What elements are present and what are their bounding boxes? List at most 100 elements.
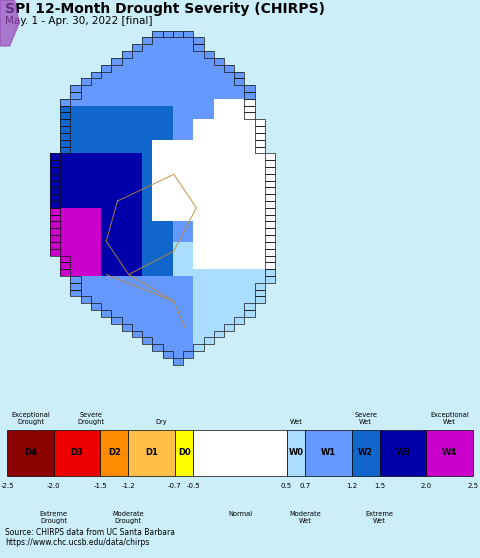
Bar [7, 430, 54, 476]
Bar [91, 160, 101, 167]
Bar [101, 140, 111, 147]
Bar [214, 249, 224, 256]
Bar [183, 351, 193, 358]
Bar [121, 174, 132, 181]
Bar [193, 65, 204, 71]
Bar [193, 283, 204, 290]
Bar [265, 242, 275, 249]
Bar [81, 215, 91, 222]
Bar [60, 112, 71, 119]
Bar [142, 181, 152, 187]
Bar [101, 65, 111, 71]
Bar [163, 31, 173, 37]
Bar [71, 92, 81, 99]
Bar [142, 194, 152, 201]
Bar [111, 71, 121, 78]
Text: Severe
Drought: Severe Drought [77, 412, 105, 425]
Bar [142, 153, 152, 160]
Bar [101, 256, 111, 262]
Bar [142, 201, 152, 208]
Bar [183, 181, 193, 187]
Bar [204, 304, 214, 310]
Bar [214, 65, 224, 71]
Bar [193, 153, 204, 160]
Bar [204, 187, 214, 194]
Bar [193, 140, 204, 147]
Bar [121, 58, 132, 65]
Bar [193, 58, 204, 65]
Bar [214, 215, 224, 222]
Bar [111, 105, 121, 112]
Bar [224, 235, 234, 242]
Bar [244, 296, 255, 304]
Bar [81, 85, 91, 92]
Bar [234, 283, 244, 290]
Bar [173, 187, 183, 194]
Bar [152, 51, 163, 58]
Bar [183, 215, 193, 222]
Bar [244, 242, 255, 249]
Bar [244, 310, 255, 317]
Bar [111, 208, 121, 215]
Bar [132, 92, 142, 99]
Bar [101, 65, 111, 71]
Bar [204, 215, 214, 222]
Bar [121, 105, 132, 112]
Bar [234, 296, 244, 304]
Bar [132, 290, 142, 296]
Bar [193, 105, 204, 112]
Bar [132, 256, 142, 262]
Bar [193, 330, 204, 338]
Bar [60, 99, 71, 105]
Bar [152, 85, 163, 92]
Bar [163, 105, 173, 112]
Text: 0.5: 0.5 [281, 483, 292, 489]
Bar [224, 194, 234, 201]
Bar [111, 147, 121, 153]
Bar [132, 249, 142, 256]
Bar [91, 242, 101, 249]
Bar [81, 201, 91, 208]
Bar [60, 153, 71, 160]
Bar [142, 78, 152, 85]
Bar [142, 58, 152, 65]
Bar [100, 430, 128, 476]
Bar [60, 262, 71, 269]
Bar [244, 269, 255, 276]
Bar [224, 310, 234, 317]
Bar [163, 174, 173, 181]
Bar [255, 269, 265, 276]
Bar [255, 147, 265, 153]
Bar [173, 85, 183, 92]
Text: -1.5: -1.5 [94, 483, 107, 489]
Bar [244, 187, 255, 194]
Bar [132, 105, 142, 112]
Bar [244, 99, 255, 105]
Bar [224, 65, 234, 71]
Bar [163, 140, 173, 147]
Bar [352, 430, 380, 476]
Bar [193, 92, 204, 99]
Bar [71, 133, 81, 140]
Bar [183, 31, 193, 37]
Bar [60, 235, 71, 242]
Bar [265, 167, 275, 174]
Bar [101, 262, 111, 269]
Bar [163, 317, 173, 324]
Bar [142, 330, 152, 338]
Bar [244, 140, 255, 147]
Bar [265, 249, 275, 256]
Bar [204, 256, 214, 262]
Bar [91, 85, 101, 92]
Bar [152, 324, 163, 330]
Bar [152, 344, 163, 351]
Bar [101, 78, 111, 85]
Bar [60, 208, 71, 215]
Bar [265, 174, 275, 181]
Bar [111, 283, 121, 290]
Bar [234, 256, 244, 262]
Bar [214, 304, 224, 310]
Bar [163, 256, 173, 262]
Bar [224, 147, 234, 153]
Bar [142, 92, 152, 99]
